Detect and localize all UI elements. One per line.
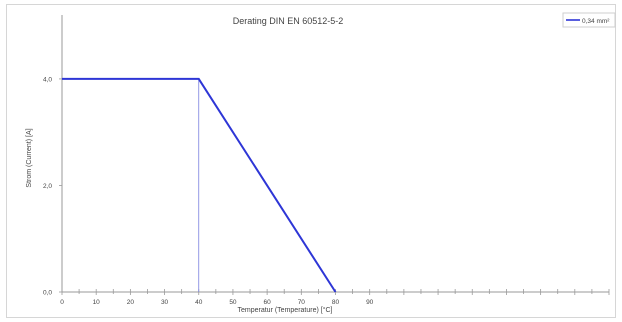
tick-labels: 0 10 20 30 40 50 60 70 80 90 0,0 2,0 4,0	[43, 76, 374, 306]
x-tick-label: 50	[229, 299, 237, 306]
x-tick-label: 40	[195, 299, 203, 306]
tick-marks	[59, 78, 610, 295]
y-tick-label: 4,0	[43, 76, 52, 83]
y-tick-label: 2,0	[43, 183, 52, 190]
chart-frame: Derating DIN EN 60512-5-2 0,34 mm² Strom…	[6, 4, 616, 318]
y-axis-label: Strom (Current) [A]	[26, 128, 33, 187]
legend-box	[562, 12, 616, 28]
x-tick-label: 0	[60, 299, 64, 306]
series-lines	[62, 77, 337, 293]
axes	[61, 15, 609, 293]
legend: 0,34 mm²	[562, 12, 616, 28]
x-tick-label: 10	[93, 299, 101, 306]
series-line	[62, 77, 337, 293]
x-tick-label: 80	[332, 299, 340, 306]
x-tick-label: 90	[366, 299, 374, 306]
chart-title: Derating DIN EN 60512-5-2	[233, 16, 344, 26]
x-tick-label: 30	[161, 299, 169, 306]
x-tick-label: 20	[127, 299, 135, 306]
x-tick-label: 60	[264, 299, 272, 306]
y-tick-label: 0,0	[43, 290, 52, 297]
derating-chart: Derating DIN EN 60512-5-2 0,34 mm² Strom…	[26, 12, 616, 314]
x-tick-label: 70	[298, 299, 306, 306]
legend-label: 0,34 mm²	[582, 18, 610, 25]
x-axis-label: Temperatur (Temperature) [°C]	[238, 306, 333, 314]
